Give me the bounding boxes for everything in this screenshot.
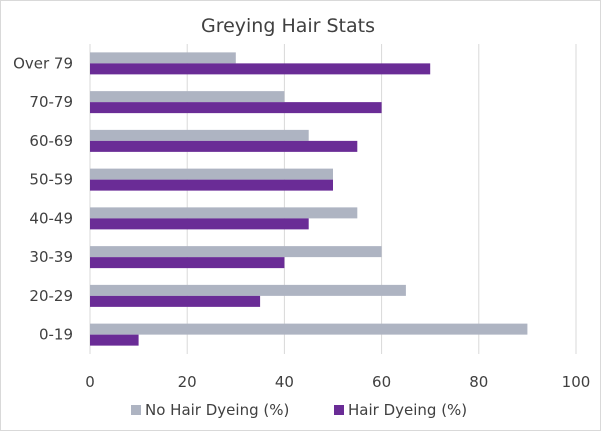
legend-label-no-hair-dyeing: No Hair Dyeing (%) [145,401,289,419]
gridlines [89,44,577,354]
legend-swatch-hair-dyeing [334,405,344,415]
category-label: 50-59 [29,171,73,189]
x-tick-label: 80 [469,373,488,391]
bar-hair-dyeing [90,218,309,230]
bar-hair-dyeing [90,140,358,152]
category-labels: Over 79 70-79 60-69 50-59 40-49 30-39 20-29 0-1… [13,54,73,343]
category-label: 70-79 [29,93,73,111]
category-label: 30-39 [29,248,73,266]
category-label: 0-19 [39,326,73,344]
legend-swatch-no-hair-dyeing [131,405,141,415]
bar-no-hair-dyeing [90,323,528,335]
category-label: 40-49 [29,209,73,227]
bars [90,52,528,346]
bar-hair-dyeing [90,295,261,307]
bar-no-hair-dyeing [90,129,309,141]
bar-no-hair-dyeing [90,246,382,258]
x-tick-label: 100 [562,373,591,391]
bar-hair-dyeing [90,179,333,191]
x-tick-label: 0 [85,373,95,391]
legend: No Hair Dyeing (%) Hair Dyeing (%) [131,401,467,419]
bar-no-hair-dyeing [90,284,406,296]
bar-no-hair-dyeing [90,91,285,103]
category-label: 20-29 [29,287,73,305]
bar-no-hair-dyeing [90,207,358,219]
x-tick-labels: 0 20 40 60 80 100 [85,373,590,391]
bar-hair-dyeing [90,257,285,269]
x-tick-label: 20 [178,373,197,391]
x-tick-label: 40 [275,373,294,391]
x-tick-label: 60 [372,373,391,391]
legend-label-hair-dyeing: Hair Dyeing (%) [348,401,467,419]
bar-no-hair-dyeing [90,168,333,180]
bar-hair-dyeing [90,63,431,75]
bar-hair-dyeing [90,334,139,346]
category-label: Over 79 [13,54,73,72]
chart-title: Greying Hair Stats [201,15,375,37]
bar-hair-dyeing [90,102,382,114]
bar-no-hair-dyeing [90,52,236,64]
category-label: 60-69 [29,132,73,150]
